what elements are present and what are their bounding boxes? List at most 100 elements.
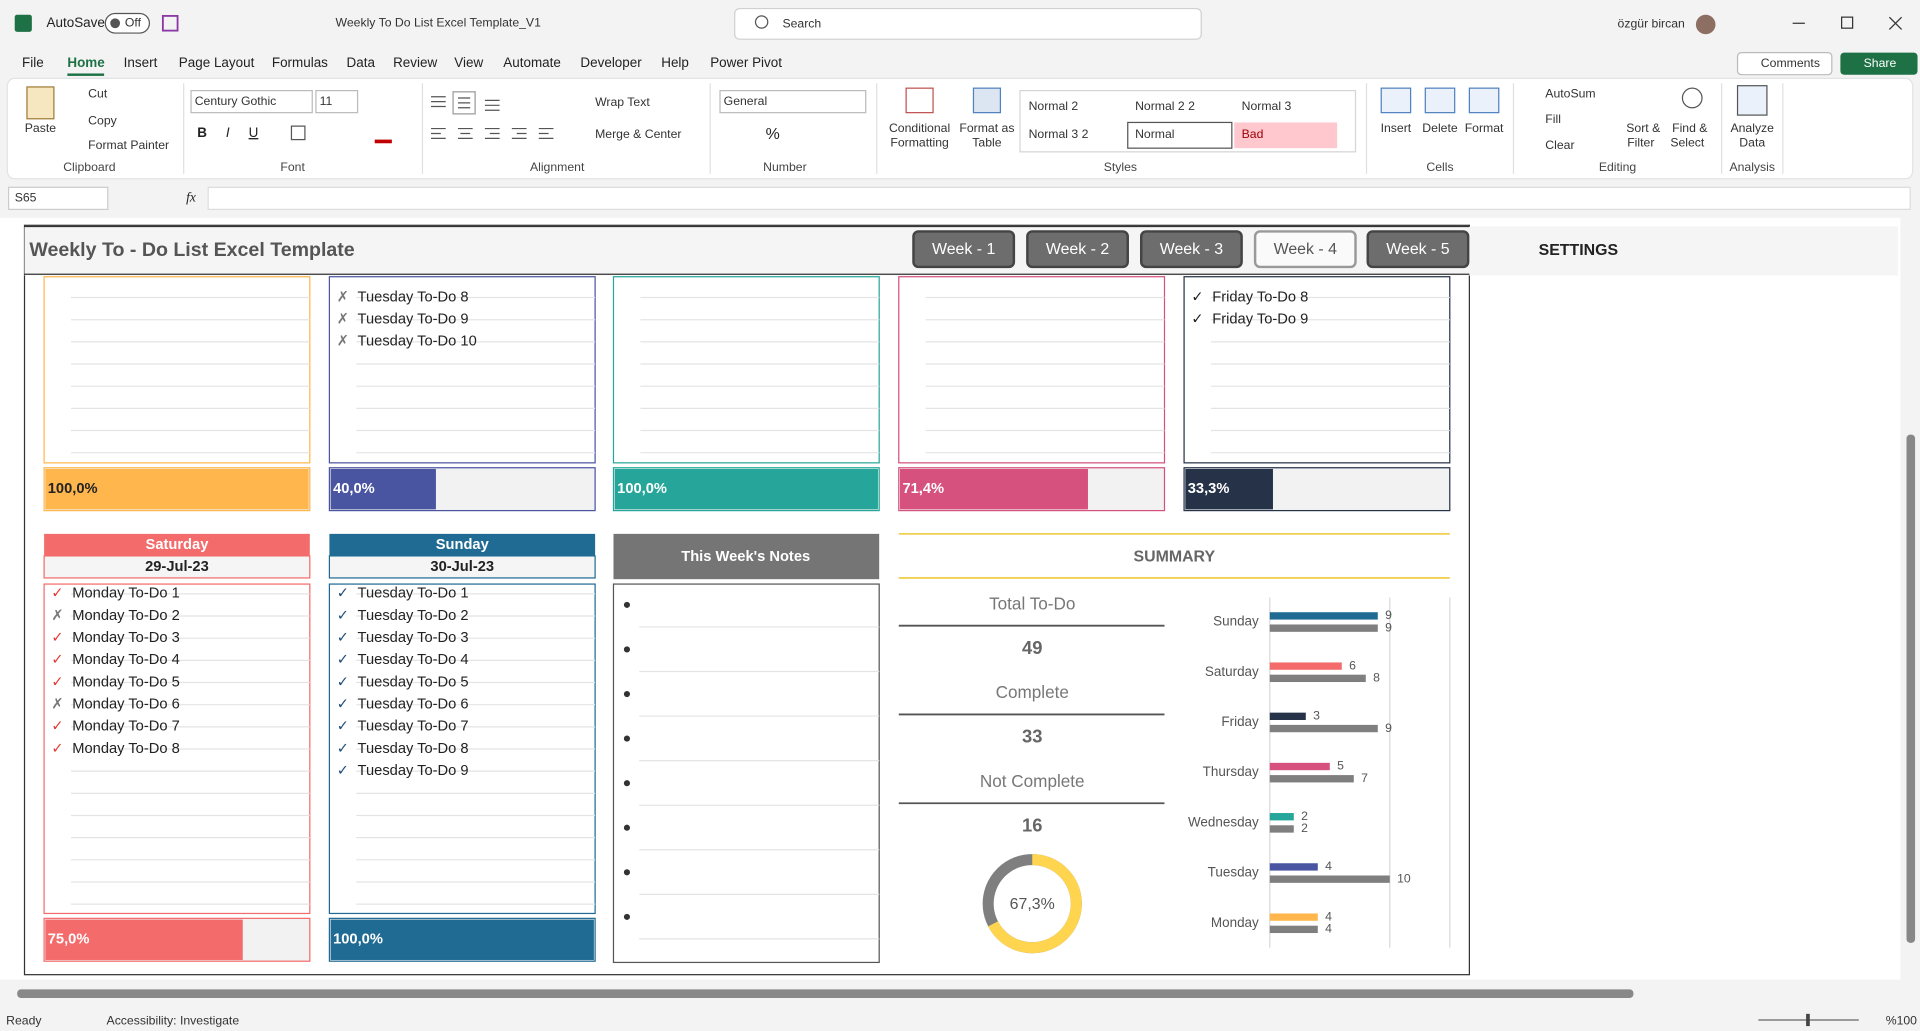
tab[interactable]: Review	[393, 55, 437, 70]
avatar[interactable]	[1695, 14, 1716, 35]
format-painter[interactable]: Format Painter	[88, 138, 169, 152]
progress-label: 100,0%	[48, 481, 98, 497]
borders-icon[interactable]	[290, 125, 306, 141]
tab[interactable]: View	[454, 55, 483, 70]
tab[interactable]: Automate	[503, 55, 561, 70]
conditional-icon[interactable]	[905, 87, 934, 114]
wrap-text[interactable]: Wrap Text	[595, 95, 650, 109]
tab[interactable]: Data	[347, 55, 376, 70]
font-name-box[interactable]	[190, 89, 313, 114]
bullet	[623, 869, 631, 876]
tab[interactable]: Power Pivot	[710, 55, 782, 70]
underline[interactable]: U	[249, 125, 259, 140]
bar-label: 4	[1325, 859, 1332, 873]
close[interactable]	[1888, 16, 1903, 30]
cut[interactable]: Cut	[88, 87, 108, 101]
day-date: 30-Jul-23	[430, 559, 494, 575]
insert-icon[interactable]	[1380, 87, 1412, 114]
style[interactable]: Normal 3 2	[1029, 127, 1089, 141]
font-size-box[interactable]	[315, 89, 359, 114]
settings[interactable]: SETTINGS	[1539, 242, 1619, 259]
sort[interactable]: Sort &	[1626, 121, 1660, 135]
delete-icon[interactable]	[1424, 87, 1456, 114]
task-text: Tuesday To-Do 2	[358, 608, 469, 624]
table-icon[interactable]	[972, 87, 1002, 114]
conditional[interactable]: Formatting	[890, 135, 949, 149]
delete[interactable]: Delete	[1422, 121, 1458, 135]
date-cell	[43, 555, 311, 579]
number-format-box[interactable]	[719, 89, 867, 114]
search-placeholder: Search	[782, 17, 821, 31]
tab[interactable]: Insert	[124, 55, 158, 70]
week-button[interactable]	[1253, 230, 1357, 269]
align-icons[interactable]	[431, 96, 554, 139]
bold[interactable]: B	[197, 125, 207, 140]
format-table[interactable]: Table	[972, 135, 1001, 149]
percent[interactable]: %	[766, 126, 780, 143]
comments-button[interactable]	[1736, 52, 1833, 76]
autosum[interactable]: AutoSum	[1545, 87, 1595, 101]
save-icon[interactable]	[161, 14, 179, 32]
paste[interactable]: Paste	[25, 121, 56, 135]
fill[interactable]: Fill	[1545, 112, 1561, 126]
find[interactable]: Select	[1670, 135, 1705, 149]
comments: Comments	[1761, 56, 1820, 70]
find[interactable]: Find &	[1672, 121, 1707, 135]
format[interactable]: Format	[1465, 121, 1504, 135]
style[interactable]: Normal 2	[1029, 99, 1079, 113]
tab[interactable]: Developer	[580, 55, 642, 70]
task-text: Monday To-Do 4	[72, 652, 179, 668]
restore[interactable]	[1841, 16, 1854, 29]
accessibility[interactable]: Accessibility: Investigate	[107, 1013, 240, 1027]
search-box[interactable]	[734, 7, 1202, 40]
font-color-icon[interactable]	[374, 139, 392, 144]
week-button[interactable]	[912, 230, 1016, 269]
zoom[interactable]: %100	[1886, 1013, 1917, 1027]
font-name: Century Gothic	[195, 94, 277, 108]
task-mark: ✓	[51, 652, 63, 668]
tab[interactable]: Help	[661, 55, 689, 70]
week-button[interactable]	[1366, 230, 1470, 269]
h-thumb[interactable]	[17, 989, 1634, 998]
tab[interactable]: Home	[67, 55, 105, 70]
share-button[interactable]	[1840, 52, 1918, 75]
sort[interactable]: Filter	[1627, 135, 1654, 149]
progress-bar	[614, 468, 878, 510]
filename[interactable]: Weekly To Do List Excel Template_V1	[336, 15, 542, 29]
autosave-toggle[interactable]	[104, 12, 151, 34]
bar	[1269, 624, 1378, 632]
analyze-icon[interactable]	[1736, 85, 1768, 116]
bar-label: 5	[1337, 759, 1344, 773]
paste-icon[interactable]	[26, 86, 55, 120]
week-button[interactable]	[1026, 230, 1129, 269]
italic[interactable]: I	[226, 125, 230, 140]
ribbon-separators	[183, 83, 1784, 174]
merge-center[interactable]: Merge & Center	[595, 127, 681, 141]
name-box[interactable]	[7, 186, 109, 210]
week-button[interactable]	[1139, 230, 1243, 269]
tab[interactable]: Formulas	[272, 55, 328, 70]
style[interactable]: Normal 2 2	[1135, 99, 1195, 113]
style[interactable]: Normal 3	[1242, 99, 1292, 113]
format-icon[interactable]	[1468, 87, 1500, 114]
bar-label: 2	[1301, 821, 1308, 835]
task-text: Tuesday To-Do 6	[358, 697, 469, 713]
formula-input[interactable]	[207, 186, 1911, 210]
insert[interactable]: Insert	[1381, 121, 1412, 135]
zoom-thumb[interactable]	[1806, 1013, 1810, 1027]
analyze[interactable]: Data	[1739, 135, 1765, 149]
copy[interactable]: Copy	[88, 113, 117, 127]
clear[interactable]: Clear	[1545, 138, 1574, 152]
v-thumb[interactable]	[1906, 434, 1916, 943]
style-bad[interactable]	[1234, 122, 1338, 149]
bar	[1269, 724, 1378, 733]
analyze[interactable]: Analyze	[1730, 121, 1774, 135]
conditional[interactable]: Conditional	[889, 121, 950, 135]
tab[interactable]: File	[22, 55, 44, 70]
tab[interactable]: Page Layout	[179, 55, 255, 70]
style[interactable]: Normal	[1135, 127, 1174, 141]
style-normal[interactable]	[1127, 121, 1233, 149]
task-mark: ✓	[51, 674, 63, 690]
format-table[interactable]: Format as	[959, 121, 1014, 135]
style[interactable]: Bad	[1242, 127, 1264, 141]
